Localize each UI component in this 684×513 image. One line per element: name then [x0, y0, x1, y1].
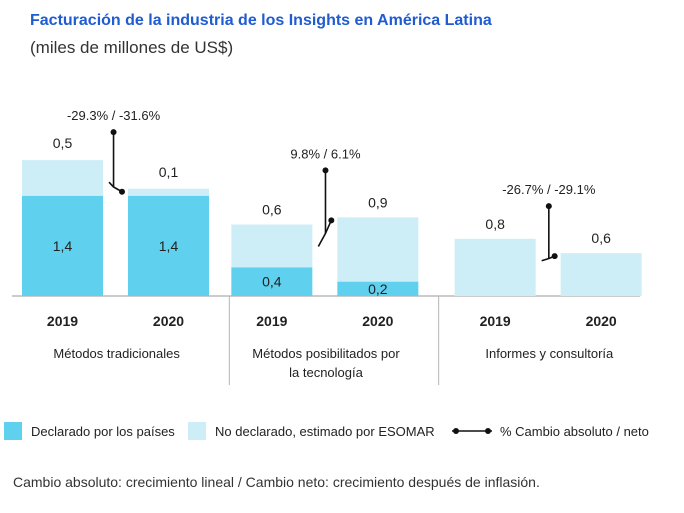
data-label-declared: 0,2: [368, 281, 388, 297]
change-marker: [119, 188, 125, 195]
bar-estimated: [128, 188, 209, 196]
legend-label-estimated: No declarado, estimado por ESOMAR: [215, 423, 435, 439]
legend-item-estimated: No declarado, estimado por ESOMAR: [188, 418, 435, 444]
legend-label-change: % Cambio absoluto / neto: [500, 423, 649, 439]
bar-estimated: [337, 217, 419, 282]
group-label: la tecnología: [289, 365, 363, 380]
change-marker: [545, 203, 552, 210]
footnote: Cambio absoluto: crecimiento lineal / Ca…: [13, 474, 540, 490]
data-label-estimated: 0,1: [159, 164, 179, 180]
change-marker: [110, 129, 117, 136]
year-label: 2020: [153, 313, 184, 329]
group-label: Métodos posibilitados por: [252, 346, 400, 361]
change-marker: [328, 217, 335, 224]
chart-title: Facturación de la industria de los Insig…: [30, 12, 492, 29]
year-label: 2020: [586, 313, 617, 329]
data-label-estimated: 0,6: [262, 202, 282, 218]
change-label: -29.3% / -31.6%: [67, 108, 161, 123]
bar-estimated: [560, 253, 642, 296]
data-label-estimated: 0,9: [368, 194, 388, 210]
year-label: 2019: [480, 313, 511, 329]
bar-declared: [231, 267, 313, 296]
data-label-estimated: 0,8: [485, 216, 505, 232]
chart-subtitle: (miles de millones de US$): [30, 38, 234, 57]
change-marker: [551, 253, 558, 260]
bar-declared: [128, 195, 209, 296]
bar-declared: [337, 281, 419, 296]
bar-estimated: [454, 238, 536, 296]
bar-estimated: [22, 160, 103, 196]
change-label: -26.7% / -29.1%: [502, 182, 596, 197]
year-label: 2019: [256, 313, 287, 329]
data-label-estimated: 0,5: [53, 135, 73, 151]
legend-item-change: % Cambio absoluto / neto: [452, 418, 649, 444]
change-marker: [322, 167, 329, 174]
bar-chart: 0,5 1,4 2019 0,1 1,4 2020 -29.3% / -31.6% Métod…: [12, 108, 642, 385]
group-label: Métodos tradicionales: [53, 346, 180, 361]
group-label: Informes y consultoría: [485, 346, 614, 361]
data-label-declared: 1,4: [53, 238, 73, 254]
bar-declared: [22, 195, 103, 296]
legend-swatch-estimated: [188, 422, 206, 440]
year-label: 2019: [47, 313, 78, 329]
change-line-icon: [452, 428, 492, 434]
legend-label-declared: Declarado por los países: [31, 423, 175, 439]
data-label-estimated: 0,6: [591, 230, 611, 246]
data-label-declared: 1,4: [159, 238, 179, 254]
year-label: 2020: [362, 313, 393, 329]
change-label: 9.8% / 6.1%: [290, 146, 361, 161]
legend: Declarado por los países No declarado, e…: [0, 418, 684, 446]
legend-swatch-declared: [4, 422, 22, 440]
data-label-declared: 0,4: [262, 274, 282, 290]
bar-estimated: [231, 224, 313, 268]
legend-item-declared: Declarado por los países: [4, 418, 175, 444]
